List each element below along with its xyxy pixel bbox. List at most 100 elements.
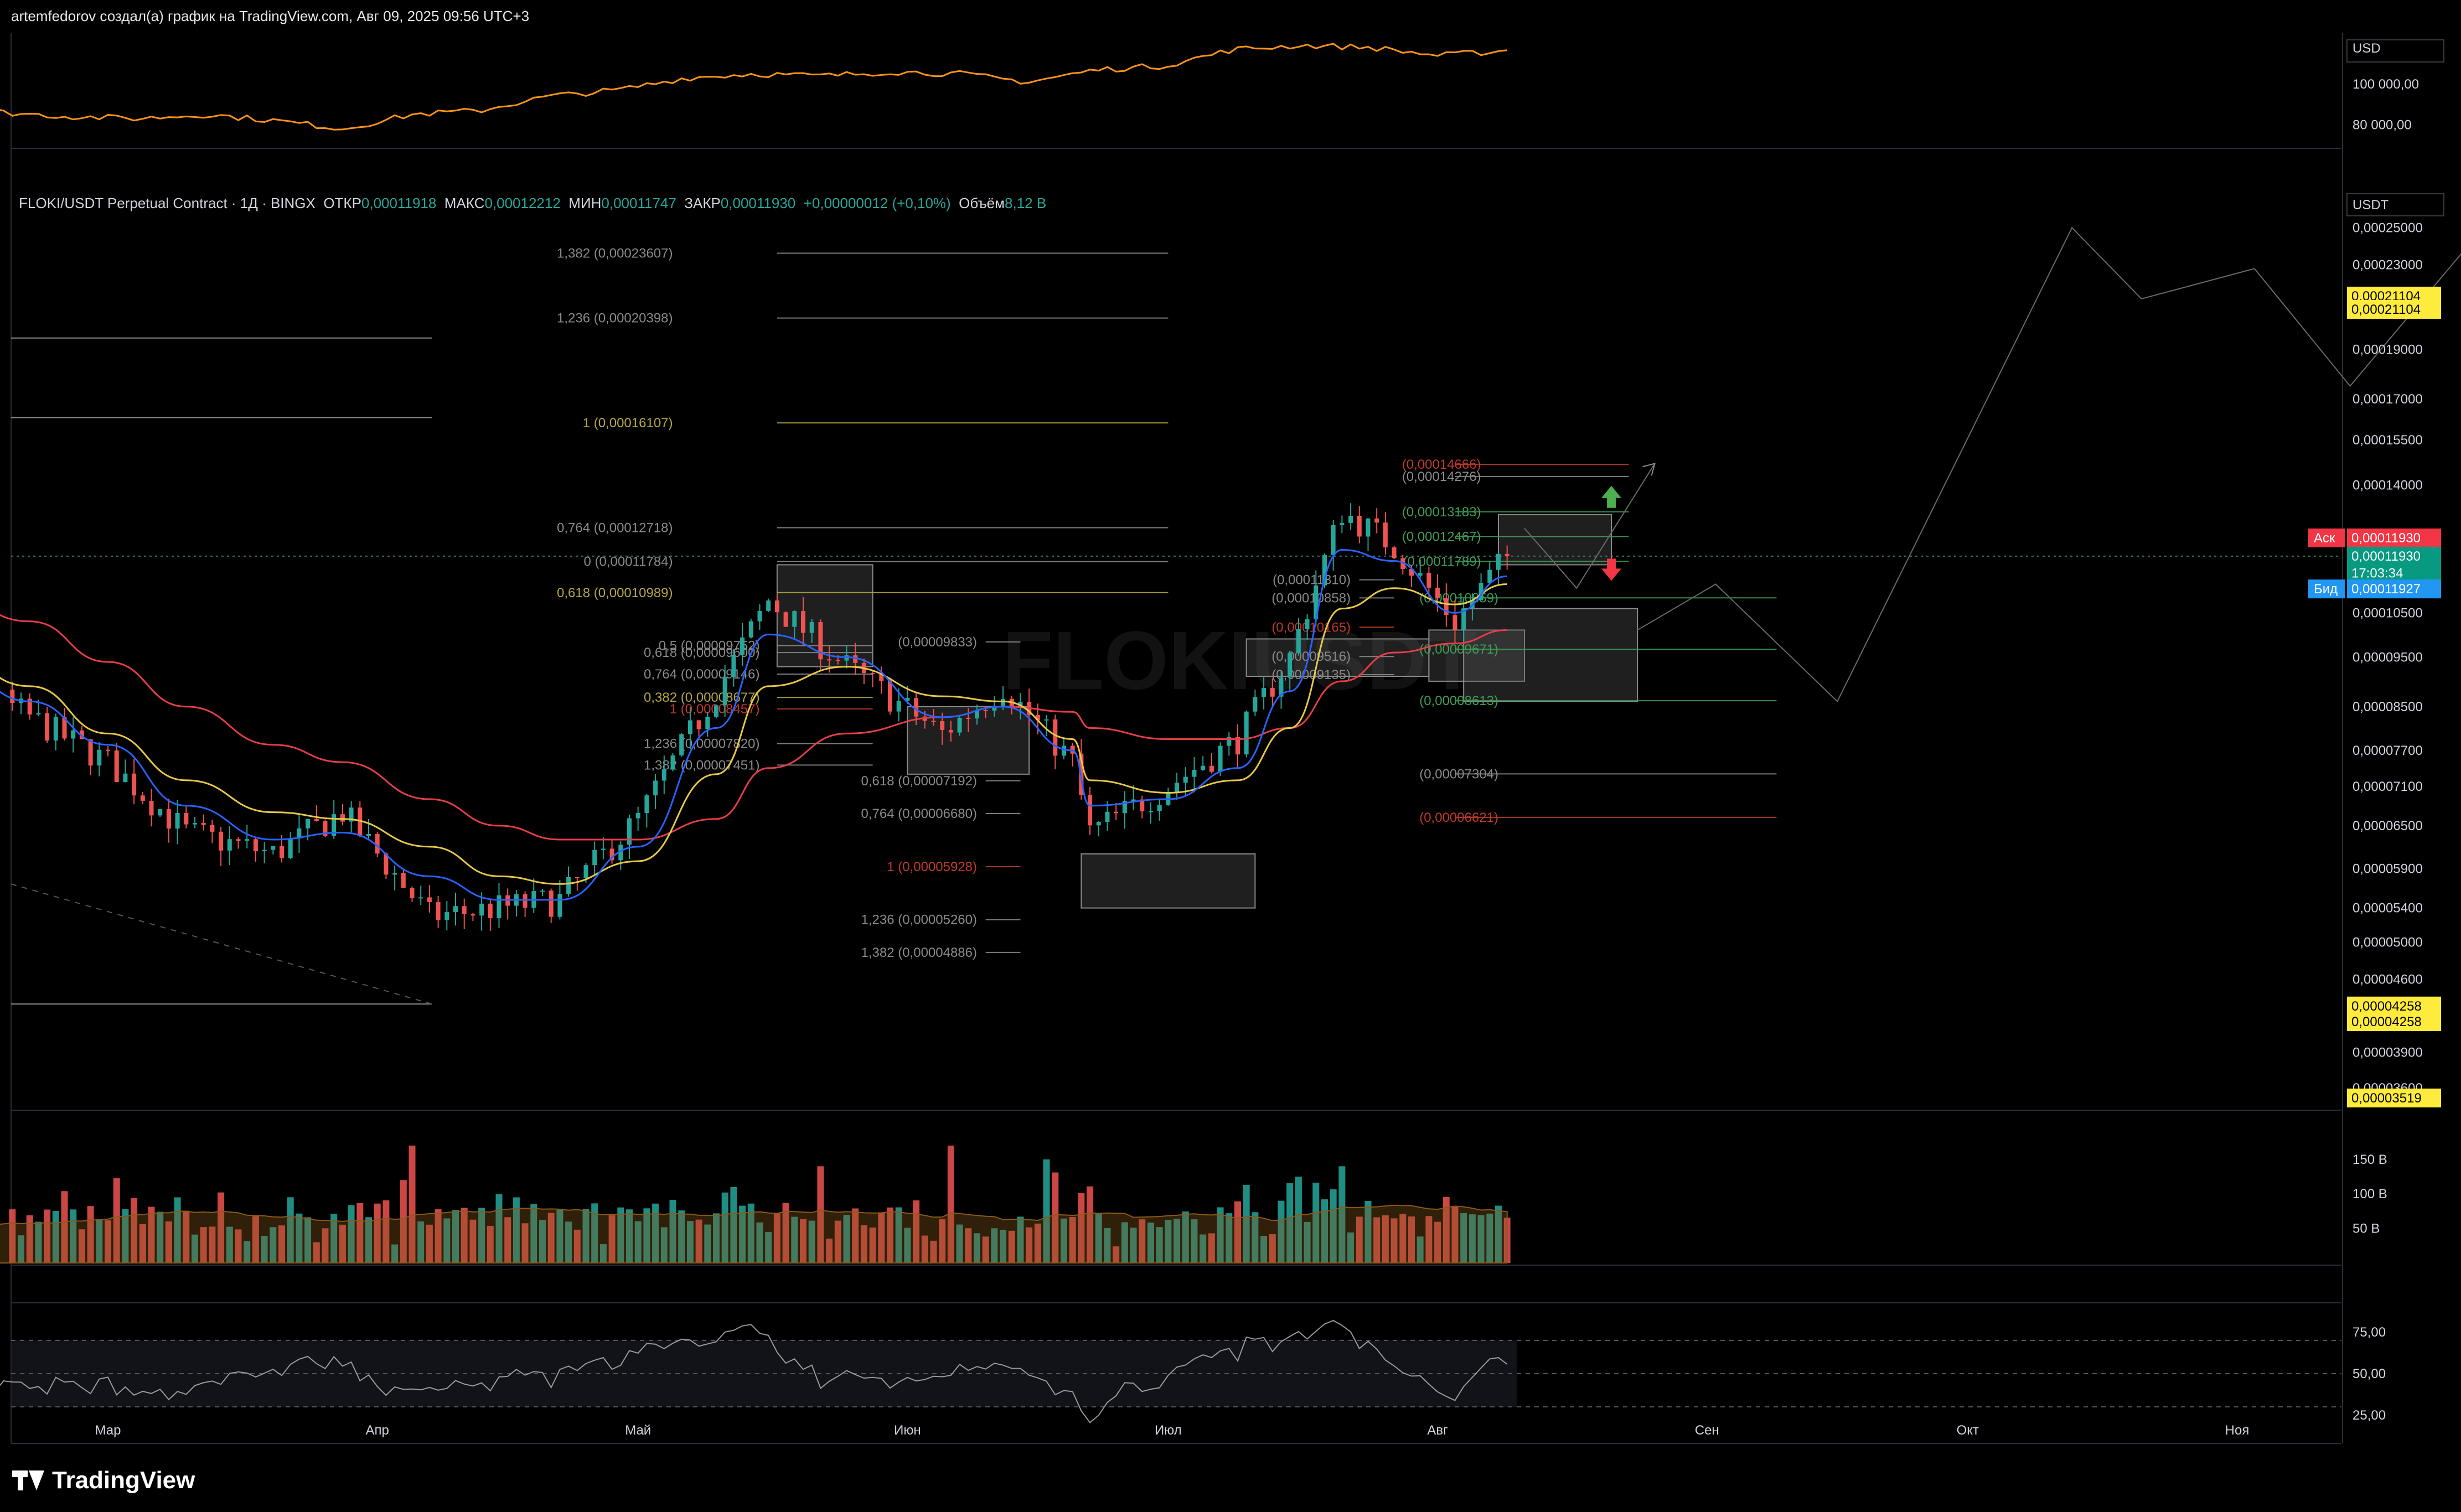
volume-bar [991, 1228, 998, 1263]
candle-body [1183, 776, 1188, 783]
candle-body [992, 706, 997, 711]
volume-bar [1078, 1193, 1085, 1263]
fib-label: (0,00012467) [1402, 530, 1481, 545]
candle-body [366, 833, 371, 837]
fib-label: (0,00014666) [1402, 457, 1481, 472]
candle-body [418, 897, 423, 899]
candle-body [1383, 522, 1388, 548]
candle-body [392, 873, 397, 875]
sell-arrow-icon [1601, 558, 1622, 581]
volume-bar [192, 1234, 198, 1263]
candle-body [323, 821, 328, 836]
trade-markers [1601, 485, 1622, 581]
volume-bar [1330, 1189, 1337, 1263]
volume-bar [400, 1180, 407, 1263]
candle-body [914, 698, 919, 717]
candle-body [540, 890, 545, 892]
fib-label: 0,764 (0,00009146) [644, 667, 760, 682]
volume-ma-area [0, 1204, 1508, 1264]
volume-bar [713, 1213, 720, 1263]
volume-bar [1226, 1213, 1233, 1263]
candle-body [1452, 615, 1457, 630]
candle-body [97, 749, 102, 766]
volume-bar [808, 1220, 815, 1263]
candle-body [271, 846, 276, 850]
candle-body [966, 717, 971, 719]
countdown-badge: 17:03:34 [2351, 566, 2403, 581]
volume-bar [1087, 1186, 1094, 1263]
volume-bar [1130, 1228, 1137, 1263]
rsi-tick-label: 25,00 [2353, 1408, 2386, 1423]
fib-label: 1,382 (0,00004886) [861, 945, 977, 960]
candle-body [1444, 598, 1449, 615]
volume-bar [1217, 1207, 1224, 1263]
price-tick-label: 0,00004600 [2353, 972, 2423, 987]
fib-label: (0,00009135) [1271, 667, 1351, 682]
main-currency-label: USDT [2353, 198, 2389, 213]
price-tick-label: 0,00007100 [2353, 779, 2423, 794]
volume-bar [252, 1216, 259, 1263]
candle-body [1114, 811, 1119, 814]
volume-bar [461, 1208, 468, 1263]
volume-bar [913, 1200, 920, 1263]
candle-body [1357, 515, 1362, 537]
candle-body [62, 717, 67, 739]
volume-tick-label: 150 B [2353, 1152, 2387, 1167]
candle-body [1175, 783, 1180, 793]
volume-bar [547, 1213, 555, 1263]
volume-bar [1469, 1214, 1476, 1263]
volume-bar [1173, 1219, 1181, 1263]
legend-symbol[interactable]: FLOKI/USDT Perpetual Contract · 1Д · BIN… [19, 195, 316, 211]
volume-bar [1295, 1177, 1302, 1263]
candles [10, 503, 1509, 931]
projection-line-long [1637, 226, 2461, 703]
candle-body [1035, 714, 1040, 721]
volume-bar [322, 1228, 329, 1263]
price-tick-label: 0,00025000 [2353, 220, 2423, 235]
candle-body [384, 853, 389, 875]
fib-label: 0,618 (0,00007192) [861, 774, 977, 789]
candle-body [462, 906, 467, 914]
volume-bar [1156, 1227, 1163, 1263]
candle-body [193, 823, 197, 825]
ask-price-badge: 0,00011930 [2351, 531, 2421, 546]
volume-bar [18, 1235, 24, 1263]
volume-bar [869, 1228, 876, 1263]
volume-bar [105, 1220, 111, 1263]
volume-bar [235, 1229, 242, 1263]
price-badges: 0,000211040,000211040,000119300,00011930… [2308, 287, 2441, 1107]
candle-body [280, 846, 284, 858]
candle-body [53, 717, 58, 741]
time-tick-label: Июл [1155, 1423, 1182, 1438]
ask-label-bg [2308, 528, 2345, 547]
tradingview-logo[interactable]: TradingView [12, 1467, 195, 1494]
volume-bar [1408, 1216, 1415, 1263]
legend-change: +0,00000012 (+0,10%) [803, 195, 951, 211]
time-tick-label: Окт [1957, 1423, 1979, 1438]
candle-body [10, 689, 15, 703]
candle-body [1149, 811, 1153, 812]
rsi-tick-label: 75,00 [2353, 1325, 2386, 1340]
candle-body [497, 895, 501, 919]
candle-body [27, 698, 32, 714]
legend-low: 0,00011747 [601, 195, 676, 211]
volume-bar [122, 1209, 129, 1263]
volume-bar [478, 1208, 485, 1263]
candle-body [471, 914, 475, 916]
candle-body [1122, 801, 1127, 814]
volume-bar [270, 1227, 277, 1263]
candle-body [1322, 555, 1327, 586]
candle-body [1331, 525, 1336, 555]
candle-body [835, 660, 840, 661]
volume-bar [52, 1210, 59, 1263]
volume-bar [1034, 1223, 1041, 1263]
candle-body [731, 655, 736, 677]
price-tick-label: 0,00005000 [2353, 935, 2423, 950]
volume-bar [365, 1217, 372, 1263]
candle-body [306, 819, 311, 829]
ask-label: Аск [2314, 531, 2335, 546]
candle-body [236, 839, 241, 841]
volume-bar [1208, 1233, 1215, 1263]
volume-bar [1113, 1246, 1120, 1263]
